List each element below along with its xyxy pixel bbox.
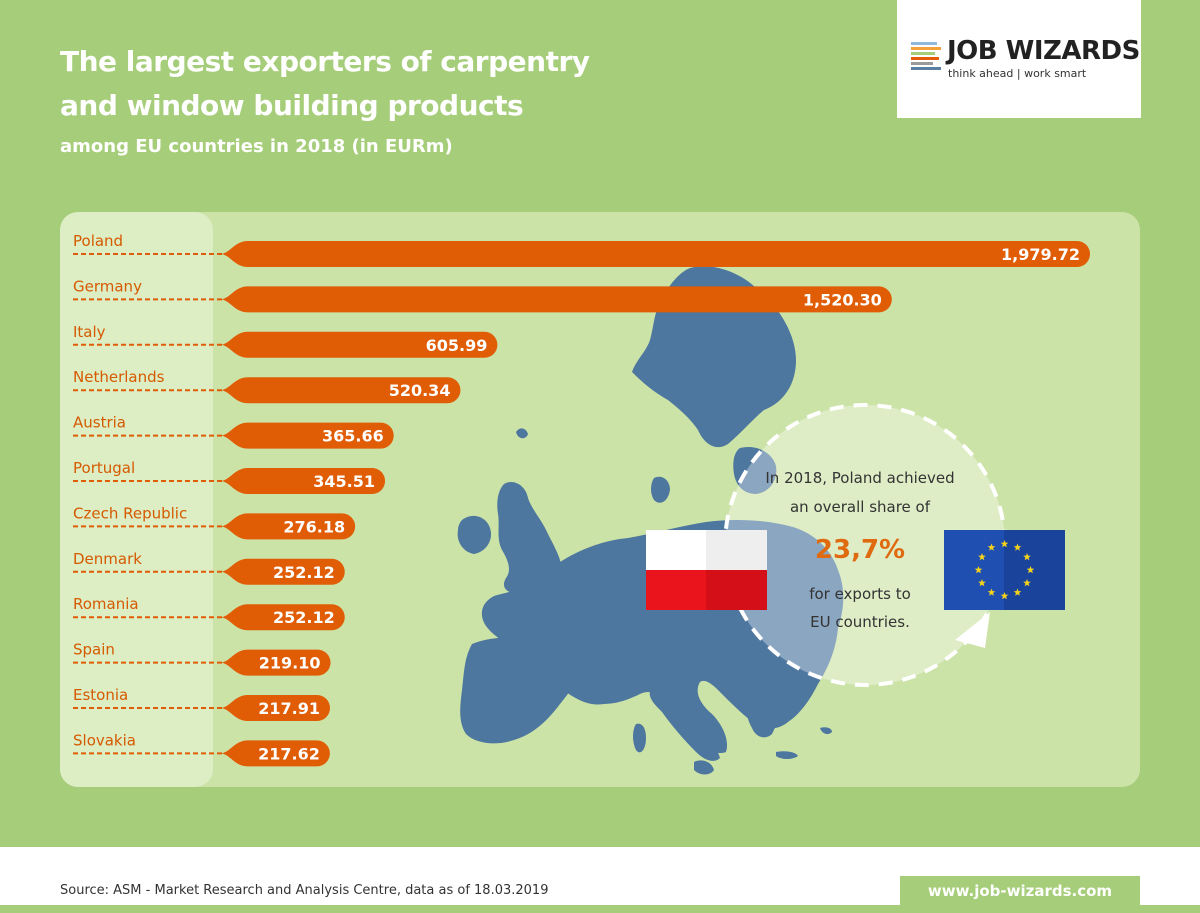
eu-star-icon	[1026, 566, 1035, 574]
country-label: Slovakia	[73, 731, 136, 749]
country-label: Romania	[73, 595, 139, 613]
country-label: Estonia	[73, 686, 128, 704]
callout-line-2: an overall share of	[790, 498, 931, 516]
chart-subtitle: among EU countries in 2018 (in EURm)	[60, 136, 453, 157]
bar-value-label: 520.34	[389, 381, 451, 400]
bar-value-label: 217.62	[258, 744, 320, 763]
eu-star-icon	[1000, 540, 1009, 548]
bar	[220, 241, 1090, 267]
bar	[220, 740, 330, 767]
eu-flag-icon	[944, 530, 1065, 610]
country-label: Portugal	[73, 459, 135, 477]
website-link[interactable]: www.job-wizards.com	[900, 876, 1140, 907]
logo-tagline: think ahead | work smart	[948, 67, 1087, 80]
title-line-1: The largest exporters of carpentry	[60, 45, 590, 78]
country-label: Italy	[73, 323, 106, 341]
bar	[220, 513, 356, 540]
footer: Source: ASM - Market Research and Analys…	[0, 847, 1200, 913]
bar	[220, 695, 331, 721]
title-line-2: and window building products	[60, 89, 524, 122]
bar	[220, 286, 892, 313]
bar-value-label: 219.10	[259, 654, 321, 673]
country-label: Denmark	[73, 550, 142, 568]
bar-value-label: 1,520.30	[803, 290, 882, 309]
country-label: Poland	[73, 232, 123, 250]
source-note: Source: ASM - Market Research and Analys…	[60, 883, 549, 898]
chart-title: The largest exporters of carpentry and w…	[60, 40, 590, 128]
bar-value-label: 365.66	[322, 427, 384, 446]
bar-value-label: 1,979.72	[1001, 245, 1080, 264]
poland-flag-icon	[646, 530, 767, 610]
bar	[220, 604, 345, 631]
callout-line-3: for exports to	[809, 585, 911, 603]
bar	[220, 377, 461, 404]
bar	[220, 468, 386, 494]
bar-value-label: 345.51	[313, 472, 375, 491]
eu-star-icon	[1013, 543, 1022, 551]
arrow-icon	[955, 612, 990, 648]
callout-line-4: EU countries.	[810, 613, 910, 631]
footer-strip	[0, 905, 1200, 913]
bars-group: Poland 1,979.72 Germany 1,520.30 Italy 605.99…	[73, 232, 1090, 767]
bar-value-label: 252.12	[273, 563, 335, 582]
bar	[220, 422, 394, 449]
bar-value-label: 276.18	[283, 517, 345, 536]
bar	[220, 558, 345, 585]
bar-value-label: 252.12	[273, 608, 335, 627]
callout-text: In 2018, Poland achieved an overall shar…	[765, 469, 954, 631]
eu-star-icon	[1023, 553, 1031, 561]
eu-star-icon	[978, 553, 986, 561]
logo-name: JOB WIZARDS	[947, 36, 1140, 66]
logo: JOB WIZARDS think ahead | work smart	[897, 0, 1141, 118]
bar-value-label: 217.91	[258, 699, 320, 718]
eu-star-icon	[987, 588, 996, 596]
bar	[220, 649, 331, 676]
eu-star-icon	[1000, 592, 1009, 600]
eu-star-icon	[978, 579, 986, 587]
country-label: Austria	[73, 414, 126, 432]
country-label: Czech Republic	[73, 504, 187, 522]
callout-line-1: In 2018, Poland achieved	[765, 469, 954, 487]
callout-value: 23,7%	[815, 535, 905, 565]
country-label: Germany	[73, 277, 142, 295]
eu-star-icon	[987, 543, 996, 551]
bar-value-label: 605.99	[426, 336, 488, 355]
eu-star-icon	[1023, 579, 1031, 587]
bar	[220, 331, 498, 358]
eu-star-icon	[1013, 588, 1022, 596]
logo-stripes-icon	[911, 42, 941, 72]
eu-star-icon	[974, 566, 983, 574]
label-column	[60, 212, 213, 787]
country-label: Netherlands	[73, 368, 165, 386]
country-label: Spain	[73, 641, 115, 659]
